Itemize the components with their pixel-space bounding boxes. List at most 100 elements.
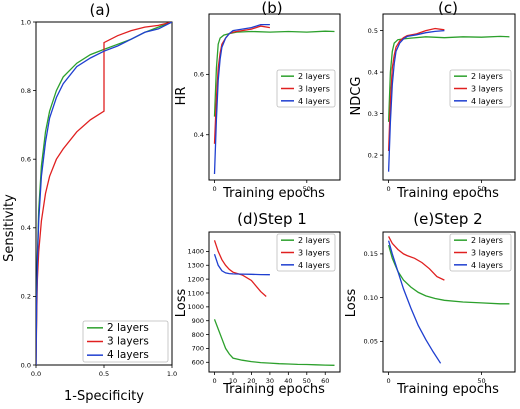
y-axis-label: HR [174, 87, 189, 106]
x-axis-label: 1-Specificity [64, 389, 144, 404]
legend: 2 layers 3 layers 4 layers [449, 233, 512, 272]
legend-box [276, 233, 336, 272]
legend-box [276, 69, 336, 108]
plot-frame [208, 13, 341, 181]
legend-entry: 3 layers [298, 85, 330, 94]
x-tick-label: 0 [212, 377, 216, 385]
panel-title: (a) [90, 1, 111, 19]
x-axis-label: Training epochs [222, 382, 325, 397]
legend-entry: 3 layers [298, 249, 330, 258]
panel-e: (e)Step 2 Training epochs Loss 0 50 0.05 0.10 0… [344, 210, 516, 397]
y-tick-label: 1400 [187, 248, 204, 256]
plot-frame [382, 13, 516, 181]
panel-a: (a) 1-Specificity Sensitivity 0.0 0.5 1.0 0.0 0… [2, 1, 177, 404]
x-tick-label: 0 [212, 185, 216, 193]
legend-entry: 4 layers [298, 261, 330, 270]
legend-entry: 3 layers [471, 85, 503, 94]
y-axis-label: NDCG [349, 77, 364, 116]
legend-box [449, 69, 512, 108]
y-axis-label: Loss [344, 289, 359, 318]
y-axis-label: Loss [174, 289, 189, 318]
y-tick-label: 0.05 [364, 338, 378, 346]
x-tick-label: 1.0 [167, 370, 177, 378]
y-tick-label: 0.4 [194, 131, 204, 139]
legend-box [82, 320, 169, 363]
series-line-2-layers [387, 35, 510, 122]
legend-entry: 2 layers [471, 72, 503, 81]
x-tick-label: 0.5 [99, 370, 109, 378]
y-tick-label: 1300 [187, 262, 204, 270]
panel-title: (b) [261, 0, 282, 17]
legend: 2 layers 3 layers 4 layers [276, 69, 336, 108]
legend-entry: 2 layers [107, 322, 149, 334]
panel-title: (d)Step 1 [237, 210, 307, 228]
series-line-4-layers [387, 29, 445, 172]
plot-frame [208, 231, 341, 373]
legend-entry: 4 layers [471, 261, 503, 270]
legend-entry: 3 layers [471, 249, 503, 258]
series-line-2-layers [213, 319, 335, 366]
panel-title: (c) [438, 0, 458, 17]
series-line-3-layers [387, 27, 445, 152]
legend-box [449, 233, 512, 272]
x-tick-label: 60 [321, 377, 329, 385]
legend: 2 layers 3 layers 4 layers [276, 233, 336, 272]
panel-b: (b) Training epochs HR 0 50 0.4 0.6 2 layers 3 l… [174, 0, 341, 201]
legend: 2 layers 3 layers 4 layers [449, 69, 512, 108]
panel-title: (e)Step 2 [413, 210, 482, 228]
y-tick-label: 0.6 [21, 156, 31, 164]
series-line-4-layers [213, 253, 270, 276]
x-tick-label: 30 [266, 377, 274, 385]
y-tick-label: 0.2 [21, 293, 31, 301]
legend-entry: 4 layers [107, 349, 149, 361]
y-tick-label: 0.4 [368, 68, 378, 76]
x-tick-label: 0.0 [31, 370, 41, 378]
x-tick-label: 10 [229, 377, 237, 385]
y-tick-label: 1200 [187, 275, 204, 283]
series-line-4-layers [387, 240, 442, 364]
y-tick-label: 0.3 [368, 110, 378, 118]
series-line-3-layers [213, 240, 267, 297]
legend-entry: 4 layers [298, 97, 330, 106]
legend-entry: 2 layers [471, 236, 503, 245]
y-tick-label: 0.0 [21, 361, 31, 369]
y-tick-label: 1100 [187, 289, 204, 297]
y-tick-label: 700 [192, 345, 204, 353]
x-tick-label: 50 [303, 185, 311, 193]
y-tick-label: 0.4 [21, 224, 31, 232]
x-tick-label: 50 [477, 185, 485, 193]
y-tick-label: 0.10 [364, 294, 378, 302]
series-line-4-layers [213, 23, 270, 175]
y-tick-label: 0.2 [368, 151, 378, 159]
panel-d: (d)Step 1 Training epochs Loss 0 10 20 30 40 50 6… [174, 210, 341, 397]
x-tick-label: 0 [387, 377, 391, 385]
legend-entry: 2 layers [298, 236, 330, 245]
y-tick-label: 900 [192, 317, 204, 325]
legend-entry: 2 layers [298, 72, 330, 81]
y-tick-label: 0.8 [21, 87, 31, 95]
x-axis-label: Training epochs [222, 186, 325, 201]
y-tick-label: 800 [192, 331, 204, 339]
x-axis-label: Training epochs [396, 186, 499, 201]
x-tick-label: 50 [303, 377, 311, 385]
x-tick-label: 0 [387, 185, 391, 193]
y-tick-label: 0.6 [194, 71, 204, 79]
legend-entry: 3 layers [107, 336, 149, 348]
y-tick-label: 600 [192, 359, 204, 367]
legend-entry: 4 layers [471, 97, 503, 106]
y-tick-label: 1000 [187, 303, 204, 311]
y-tick-label: 0.15 [364, 250, 378, 258]
panel-c: (c) Training epochs NDCG 0 50 0.2 0.3 0.4 0.5 2 l… [349, 0, 516, 201]
series-line-3-layers [388, 236, 445, 281]
y-tick-label: 1.0 [21, 18, 31, 26]
x-tick-label: 50 [477, 377, 485, 385]
y-tick-label: 0.5 [368, 27, 378, 35]
x-tick-label: 20 [247, 377, 255, 385]
x-axis-label: Training epochs [396, 382, 499, 397]
x-tick-label: 40 [284, 377, 292, 385]
y-axis-label: Sensitivity [2, 194, 17, 262]
series-line-3-layers [36, 22, 172, 365]
plot-frame [382, 231, 516, 373]
